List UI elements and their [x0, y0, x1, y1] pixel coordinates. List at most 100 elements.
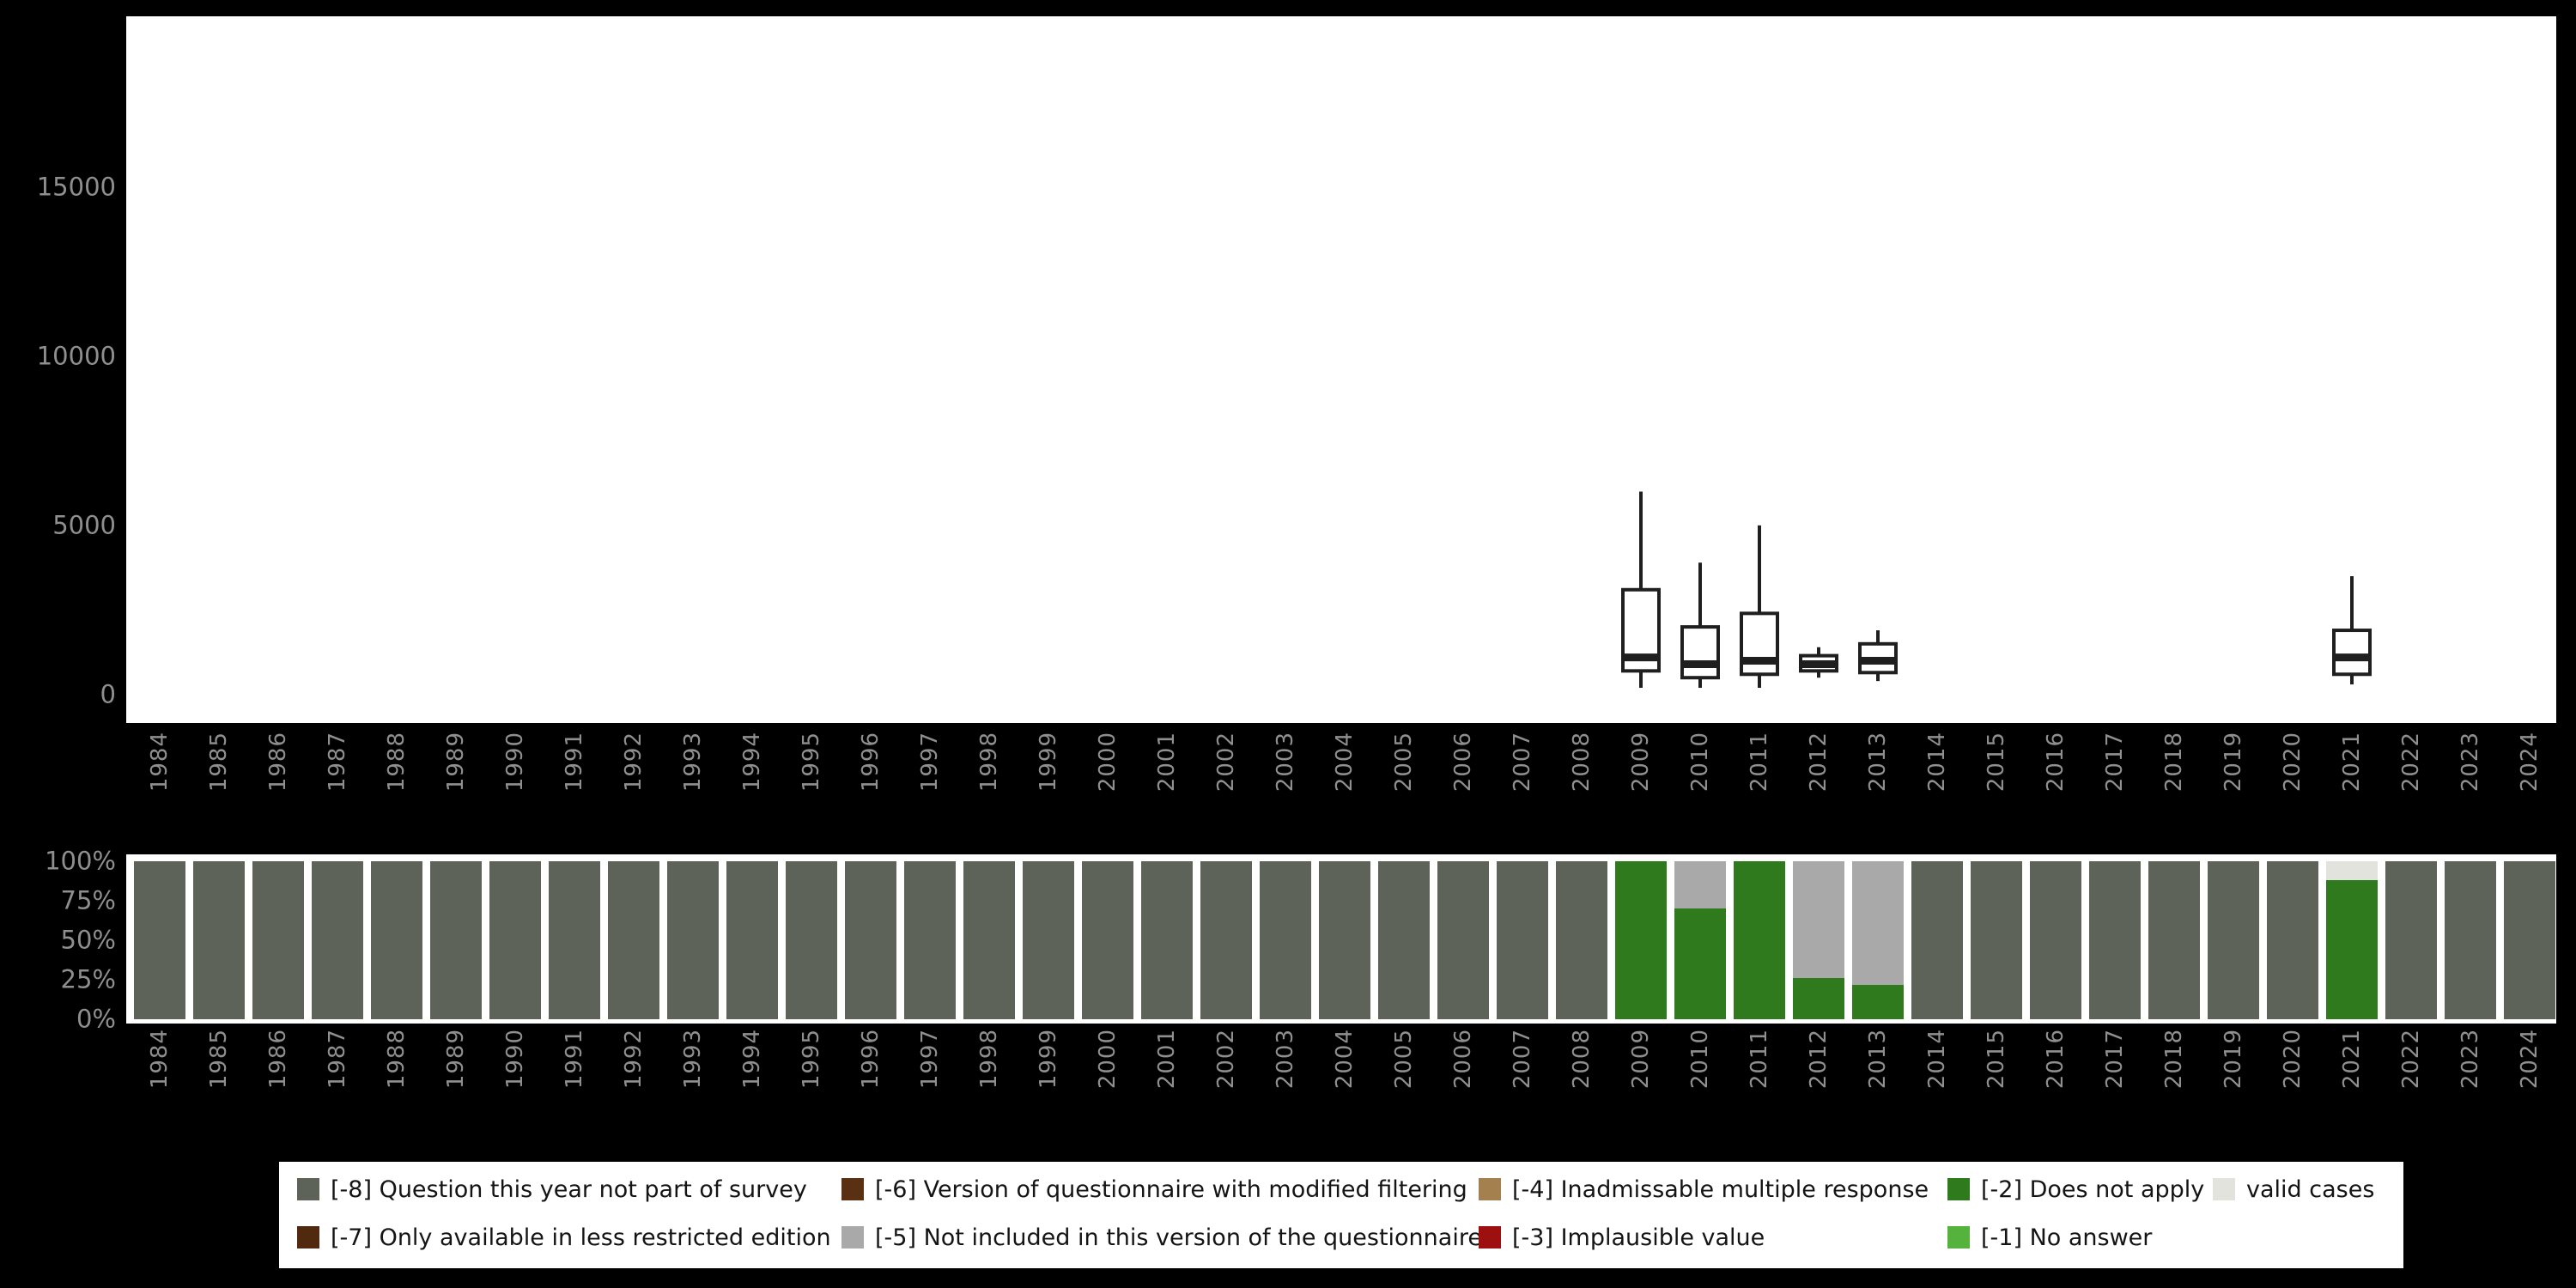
year-label-cell: 1999 [1018, 732, 1078, 839]
year-label: 2012 [1805, 1029, 1832, 1090]
bar-segment-m2 [2326, 880, 2378, 1019]
year-label-cell: 1990 [485, 1029, 544, 1136]
year-label: 2009 [1627, 732, 1654, 793]
bar-segment-m2 [1793, 978, 1844, 1019]
bar-1985 [193, 861, 245, 1019]
year-label: 2010 [1686, 732, 1713, 793]
legend-item-m5: [-5] Not included in this version of the… [841, 1224, 1482, 1251]
year-label: 1990 [501, 732, 528, 793]
legend-item-m8: [-8] Question this year not part of surv… [297, 1176, 807, 1203]
boxplot-2013 [1858, 630, 1898, 682]
bar-1992 [608, 861, 659, 1019]
bar-2009 [1615, 861, 1667, 1019]
year-label: 2018 [2160, 1029, 2187, 1090]
year-label: 2009 [1627, 1029, 1654, 1090]
year-label: 1988 [383, 1029, 410, 1090]
bar-1984 [134, 861, 185, 1019]
boxplot-y-tick-label: 10000 [36, 341, 116, 371]
boxplot-y-tick-label: 15000 [36, 172, 116, 202]
year-label-cell: 1987 [307, 732, 367, 839]
year-label-cell: 2004 [1315, 732, 1374, 839]
legend-label: [-2] Does not apply [1981, 1176, 2205, 1203]
year-label: 2005 [1390, 732, 1417, 793]
year-label: 2002 [1212, 732, 1239, 793]
legend-swatch-m3 [1479, 1226, 1501, 1249]
year-label-cell: 2012 [1789, 1029, 1848, 1136]
year-label-cell: 1997 [900, 732, 959, 839]
legend-item-m4: [-4] Inadmissable multiple response [1479, 1176, 1929, 1203]
bar-segment-m8 [1378, 861, 1430, 1019]
year-label-cell: 1988 [367, 732, 426, 839]
legend-label: [-1] No answer [1981, 1224, 2153, 1251]
bar-segment-m8 [193, 861, 245, 1019]
year-label-cell: 1984 [130, 1029, 189, 1136]
bar-2007 [1497, 861, 1548, 1019]
bars-y-tick-label: 50% [60, 925, 116, 955]
year-label-cell: 2005 [1374, 732, 1433, 839]
legend-item-m7: [-7] Only available in less restricted e… [297, 1224, 831, 1251]
year-label-cell: 1996 [841, 732, 900, 839]
year-label: 2016 [2042, 732, 2069, 793]
bar-segment-m8 [430, 861, 482, 1019]
year-label: 2011 [1746, 1029, 1772, 1090]
year-label-cell: 1997 [900, 1029, 959, 1136]
bar-segment-m8 [1141, 861, 1193, 1019]
year-label-cell: 2014 [1907, 732, 1966, 839]
year-label-cell: 1988 [367, 1029, 426, 1136]
year-label: 2006 [1449, 732, 1476, 793]
bar-2008 [1556, 861, 1607, 1019]
bar-2017 [2089, 861, 2141, 1019]
year-label: 2011 [1746, 732, 1772, 793]
bar-1988 [371, 861, 422, 1019]
bar-2020 [2267, 861, 2318, 1019]
bars-y-tick-label: 75% [60, 885, 116, 915]
year-label-cell: 2003 [1255, 732, 1315, 839]
year-label-cell: 1999 [1018, 1029, 1078, 1136]
bar-1987 [312, 861, 363, 1019]
bar-2010 [1674, 861, 1726, 1019]
year-label-cell: 2008 [1552, 732, 1611, 839]
legend-item-m6: [-6] Version of questionnaire with modif… [841, 1176, 1467, 1203]
year-label-cell: 2009 [1611, 1029, 1670, 1136]
year-label: 1996 [857, 1029, 884, 1090]
year-label-cell: 2017 [2085, 732, 2144, 839]
year-label-cell: 2011 [1729, 732, 1789, 839]
bar-2015 [1971, 861, 2022, 1019]
bar-2011 [1734, 861, 1785, 1019]
boxplot-y-tick-label: 0 [100, 679, 116, 709]
bar-1993 [667, 861, 719, 1019]
year-label: 1995 [798, 1029, 824, 1090]
year-label: 2024 [2516, 732, 2543, 793]
bar-segment-m8 [2148, 861, 2200, 1019]
bar-2003 [1260, 861, 1311, 1019]
year-label-cell: 1989 [426, 732, 485, 839]
bar-2019 [2208, 861, 2259, 1019]
year-label: 2014 [1923, 732, 1950, 793]
year-label: 2016 [2042, 1029, 2069, 1090]
year-label: 2021 [2338, 732, 2365, 793]
year-label-cell: 1993 [663, 732, 722, 839]
year-label-cell: 2007 [1492, 732, 1552, 839]
bar-segment-m2 [1734, 861, 1785, 1019]
legend-swatch-valid [2213, 1178, 2235, 1200]
year-label-cell: 1986 [248, 732, 307, 839]
bar-segment-m8 [371, 861, 422, 1019]
boxplot-2011 [1740, 525, 1779, 689]
year-label-cell: 1987 [307, 1029, 367, 1136]
year-label: 2022 [2397, 1029, 2424, 1090]
year-label: 1993 [679, 732, 706, 793]
year-label-cell: 2022 [2381, 1029, 2440, 1136]
year-label: 2019 [2220, 732, 2246, 793]
year-label-cell: 1985 [189, 732, 248, 839]
year-label: 2007 [1509, 732, 1535, 793]
bar-segment-m8 [786, 861, 837, 1019]
legend-label: valid cases [2246, 1176, 2375, 1203]
bar-2005 [1378, 861, 1430, 1019]
bar-segment-m8 [252, 861, 304, 1019]
year-label-cell: 1985 [189, 1029, 248, 1136]
year-label-cell: 2000 [1078, 1029, 1137, 1136]
bar-segment-m8 [667, 861, 719, 1019]
year-label: 1991 [561, 732, 587, 793]
bar-segment-m8 [1911, 861, 1963, 1019]
bar-segment-m8 [726, 861, 778, 1019]
